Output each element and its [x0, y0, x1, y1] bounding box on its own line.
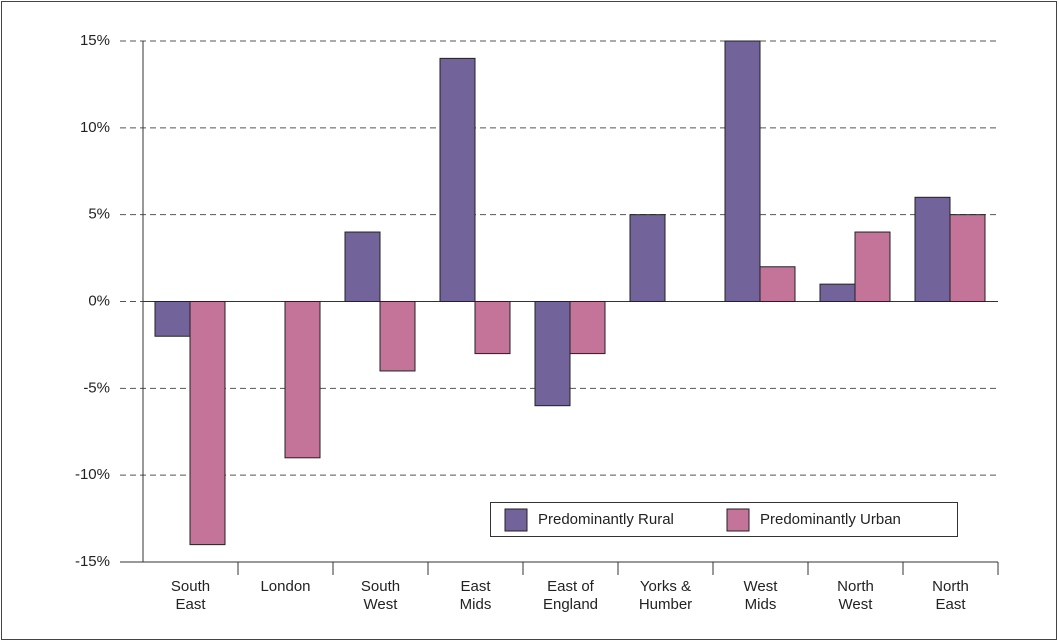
- x-tick-label: North West: [837, 578, 874, 613]
- bar: [344, 231, 381, 303]
- y-tick-label: -15%: [75, 553, 110, 570]
- y-tick-label: 15%: [80, 32, 110, 49]
- bar: [724, 40, 761, 302]
- bar: [854, 231, 891, 303]
- x-tick-label: South West: [361, 578, 400, 613]
- bar: [759, 266, 796, 302]
- bar: [534, 301, 571, 407]
- x-tick-label: East Mids: [460, 578, 492, 613]
- legend-box: [490, 502, 958, 537]
- y-tick-label: 0%: [88, 292, 110, 309]
- x-tick-label: North East: [932, 578, 969, 613]
- bar: [949, 214, 986, 303]
- bar: [154, 301, 191, 337]
- legend-label: Predominantly Rural: [538, 511, 674, 528]
- bar: [474, 301, 511, 355]
- x-tick-label: West Mids: [744, 578, 779, 613]
- bar: [914, 196, 951, 302]
- legend-swatch: [726, 508, 750, 532]
- legend-swatch: [504, 508, 528, 532]
- x-tick-label: South East: [171, 578, 210, 613]
- bar: [629, 214, 666, 303]
- legend-label: Predominantly Urban: [760, 511, 901, 528]
- bar: [379, 301, 416, 372]
- y-tick-label: -10%: [75, 466, 110, 483]
- y-tick-label: 10%: [80, 119, 110, 136]
- x-tick-label: Yorks & Humber: [639, 578, 692, 613]
- bar: [284, 301, 321, 459]
- bar: [819, 283, 856, 302]
- bar: [569, 301, 606, 355]
- bar: [189, 301, 226, 546]
- y-tick-label: 5%: [88, 206, 110, 223]
- bar: [439, 57, 476, 302]
- y-tick-label: -5%: [83, 379, 110, 396]
- x-tick-label: East of England: [543, 578, 598, 613]
- x-tick-label: London: [260, 578, 310, 595]
